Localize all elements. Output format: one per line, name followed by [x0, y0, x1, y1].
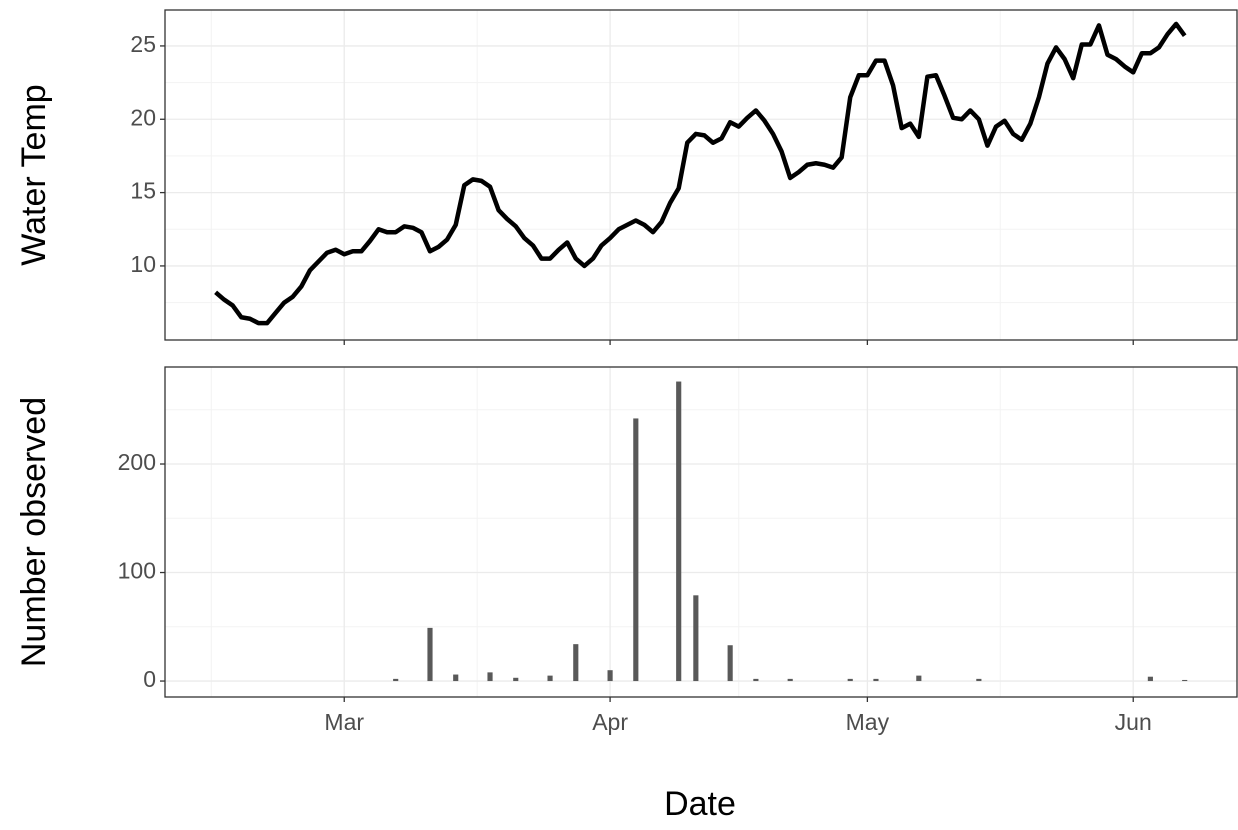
bar — [916, 675, 922, 682]
bar — [607, 670, 613, 682]
y-tick-label: 100 — [118, 558, 156, 584]
bar — [547, 675, 553, 682]
y-tick-label: 20 — [130, 104, 156, 130]
x-tick-label: Apr — [592, 709, 628, 735]
y-axis-title: Number observed — [15, 397, 53, 667]
bar — [573, 644, 579, 682]
y-tick-label: 200 — [118, 449, 156, 475]
line — [214, 21, 1187, 326]
x-axis-title: Date — [664, 785, 736, 823]
y-tick-label: 25 — [130, 31, 156, 57]
bar — [393, 678, 399, 682]
y-tick-label: 10 — [130, 251, 156, 277]
bar — [787, 678, 793, 682]
bar — [1182, 679, 1188, 682]
bar — [693, 595, 699, 682]
bar — [453, 674, 459, 682]
panel-border — [164, 9, 1238, 341]
bar — [727, 645, 733, 682]
bar — [513, 677, 519, 682]
bar — [976, 678, 982, 682]
x-tick-label: Mar — [324, 709, 364, 735]
bar — [487, 672, 493, 682]
bar — [753, 678, 759, 682]
x-tick-label: May — [846, 709, 890, 735]
bar — [427, 627, 433, 682]
x-tick-label: Jun — [1115, 709, 1152, 735]
bar — [1147, 676, 1153, 682]
y-axis-title: Water Temp — [15, 84, 53, 265]
panel-background — [165, 367, 1237, 697]
y-tick-label: 15 — [130, 178, 156, 204]
bar — [676, 381, 682, 682]
bar — [847, 678, 853, 682]
panel-border — [164, 366, 1238, 698]
y-tick-label: 0 — [143, 666, 156, 692]
bar — [873, 678, 879, 682]
bar — [633, 418, 639, 682]
